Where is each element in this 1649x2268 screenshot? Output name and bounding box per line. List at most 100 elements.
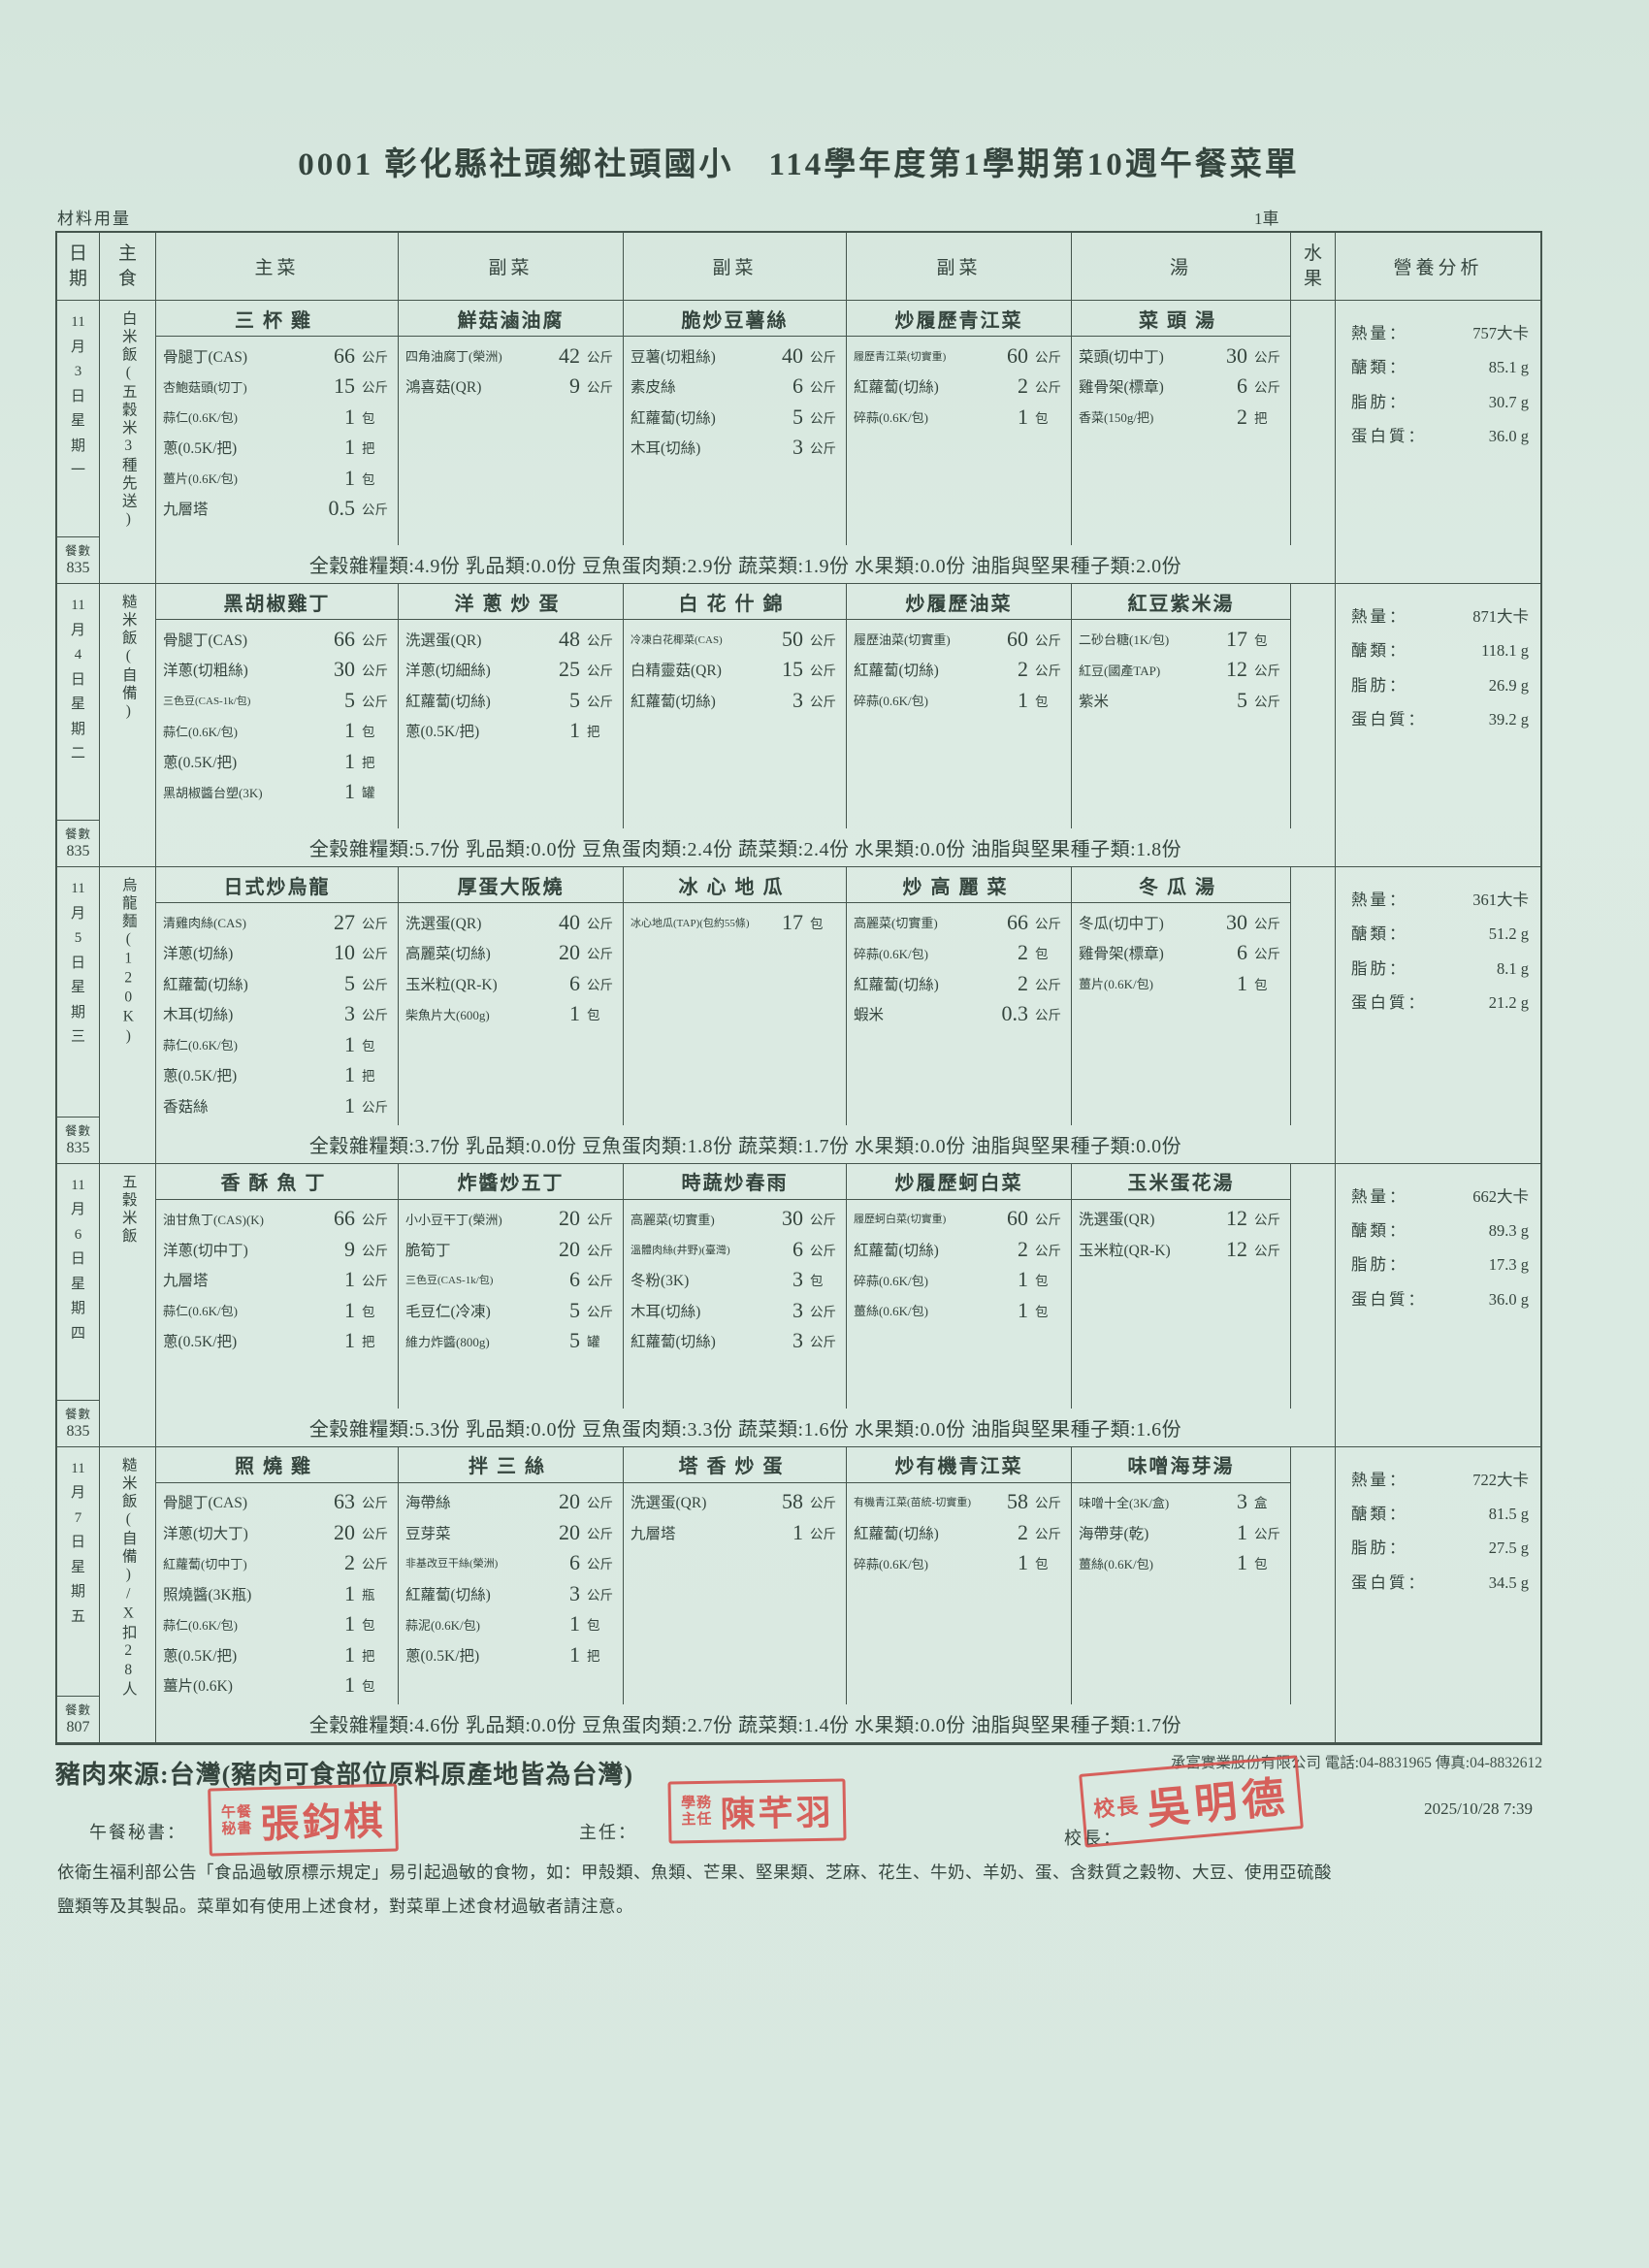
dish-title: 冰心地瓜 <box>624 867 846 903</box>
ingredient-unit: 公斤 <box>810 1526 836 1541</box>
nutrition-value: 34.5 g <box>1488 1572 1529 1592</box>
ingredient-row: 九層塔 0.5 公斤 <box>163 494 394 525</box>
ingredient-row: 冬瓜(切中丁) 30 公斤 <box>1079 907 1286 938</box>
ingredient-quantity: 6 <box>569 1267 580 1292</box>
ingredient-name: 素皮絲 <box>630 379 676 397</box>
secretary-stamp-name: 張鈞棋 <box>260 1798 387 1847</box>
nutrition-value: 871大卡 <box>1472 607 1529 626</box>
ingredient-name: 蒜仁(0.6K/包) <box>163 724 238 739</box>
ingredient-quantity: 42 <box>559 342 580 368</box>
ingredient-name: 高麗菜(切絲) <box>405 946 491 963</box>
col-header-date-label: 日期 <box>68 243 87 289</box>
ingredient-unit: 包 <box>362 1038 375 1053</box>
pork-origin-note: 豬肉來源:台灣(豬肉可食部位原料原產地皆為台灣) <box>55 1761 633 1789</box>
ingredient-row: 薑片(0.6K/包) 1 包 <box>1079 968 1286 999</box>
menu-table: 日期 主食 主菜 副菜 副菜 副菜 湯 水果 營養分析 11月3日星期一 餐數 83… <box>55 231 1542 1745</box>
ingredient-name: 蒜仁(0.6K/包) <box>163 410 238 426</box>
ingredient-row: 碎蒜(0.6K/包) 1 包 <box>854 1265 1067 1296</box>
ingredient-name: 玉米粒(QR-K) <box>1079 1242 1171 1259</box>
ingredient-unit: 公斤 <box>362 502 388 518</box>
date-text: 11月4日星期二 <box>70 598 85 761</box>
ingredient-quantity: 6 <box>792 373 803 399</box>
meal-count-value: 835 <box>66 1139 90 1156</box>
ingredient-name: 蒜泥(0.6K/包) <box>405 1617 480 1633</box>
ingredient-name: 蒜仁(0.6K/包) <box>163 1617 238 1633</box>
ingredient-unit: 公斤 <box>1254 349 1280 365</box>
ingredient-name: 豆芽菜 <box>405 1525 451 1542</box>
ingredient-quantity: 1 <box>344 404 355 429</box>
ingredient-quantity: 40 <box>559 909 580 934</box>
col-header-side-dish-3: 副菜 <box>847 233 1072 301</box>
staple-label: 白米飯(五穀米3種先送) <box>119 310 137 531</box>
dish-title: 白花什錦 <box>624 584 846 620</box>
ingredient-list: 油甘魚丁(CAS)(K) 66 公斤 洋蔥(切中丁) 9 公斤 九層塔 1 公斤 蒜仁(0.6K/… <box>156 1200 398 1361</box>
ingredient-name: 洋蔥(切絲) <box>163 946 234 963</box>
dish-title: 炒履歷青江菜 <box>847 301 1071 337</box>
ingredient-unit: 包 <box>362 725 375 740</box>
ingredient-list: 冬瓜(切中丁) 30 公斤 雞骨架(標章) 6 公斤 薑片(0.6K/包) 1 包 <box>1072 903 1290 1003</box>
ingredient-quantity: 1 <box>344 779 355 804</box>
principal-stamp-role: 校長 <box>1092 1794 1142 1823</box>
ingredient-unit: 公斤 <box>810 349 836 365</box>
nutrition-row: 醣類： 89.3 g <box>1351 1214 1529 1247</box>
nutrition-label: 脂肪： <box>1351 1255 1408 1275</box>
ingredient-row: 紅蘿蔔(切絲) 3 公斤 <box>630 1326 842 1357</box>
ingredient-name: 雞骨架(標章) <box>1079 379 1164 397</box>
ingredient-quantity: 15 <box>782 657 803 682</box>
ingredient-unit: 公斤 <box>587 664 613 679</box>
nutrition-label: 脂肪： <box>1351 675 1408 695</box>
ingredient-list: 履歷青江菜(切實重) 60 公斤 紅蘿蔔(切絲) 2 公斤 碎蒜(0.6K/包) 1 包 <box>847 337 1071 437</box>
ingredient-quantity: 3 <box>792 687 803 712</box>
date-label: 11月4日星期二 <box>57 584 99 820</box>
ingredient-quantity: 2 <box>1237 404 1247 429</box>
dish-title: 炒有機青江菜 <box>847 1447 1071 1483</box>
ingredient-list: 海帶絲 20 公斤 豆芽菜 20 公斤 非基改豆干絲(榮洲) 6 公斤 紅蘿蔔(切絲) 3 公斤 蒜泥(… <box>399 1483 623 1674</box>
ingredient-name: 木耳(切絲) <box>630 1303 701 1320</box>
date-text: 11月6日星期四 <box>70 1177 85 1342</box>
ingredient-row: 碎蒜(0.6K/包) 1 包 <box>854 685 1067 716</box>
ingredient-quantity: 1 <box>344 1641 355 1667</box>
ingredient-row: 蔥(0.5K/把) 1 把 <box>163 1639 394 1670</box>
ingredient-list: 骨腿丁(CAS) 63 公斤 洋蔥(切大丁) 20 公斤 紅蘿蔔(切中丁) 2 公斤 照燒醬(3K… <box>156 1483 398 1705</box>
footer-area: 豬肉來源:台灣(豬肉可食部位原料原產地皆為台灣) 承富實業股份有限公司 電話:0… <box>55 1751 1542 1964</box>
ingredient-quantity: 2 <box>1018 1236 1028 1261</box>
servings-summary: 全穀雜糧類:4.6份 乳品類:0.0份 豆魚蛋肉類:2.7份 蔬菜類:1.4份 … <box>156 1704 1336 1743</box>
ingredient-quantity: 12 <box>1226 657 1247 682</box>
ingredient-quantity: 9 <box>344 1236 355 1261</box>
ingredient-quantity: 30 <box>782 1206 803 1231</box>
ingredient-unit: 公斤 <box>362 380 388 396</box>
col-header-soup: 湯 <box>1072 233 1291 301</box>
ingredient-row: 履歷油菜(切實重) 60 公斤 <box>854 624 1067 655</box>
ingredient-name: 碎蒜(0.6K/包) <box>854 410 928 426</box>
nutrition-row: 熱量： 722大卡 <box>1351 1463 1529 1497</box>
ingredient-list: 骨腿丁(CAS) 66 公斤 杏鮑菇頭(切丁) 15 公斤 蒜仁(0.6K/包) 1 包蔥(0.… <box>156 337 398 528</box>
nutrition-value: 85.1 g <box>1488 358 1529 377</box>
ingredient-row: 有機青江菜(苗統-切實重) 58 公斤 <box>854 1487 1067 1518</box>
ingredient-row: 骨腿丁(CAS) 66 公斤 <box>163 624 394 655</box>
ingredient-row: 蔥(0.5K/把) 1 把 <box>163 1060 394 1091</box>
dish-title: 菜頭湯 <box>1072 301 1290 337</box>
ingredient-row: 木耳(切絲) 3 公斤 <box>630 1295 842 1326</box>
ingredient-row: 九層塔 1 公斤 <box>163 1265 394 1296</box>
ingredient-quantity: 1 <box>1018 404 1028 429</box>
nutrition-cell: 熱量： 361大卡 醣類： 51.2 g 脂肪： 8.1 g 蛋白質： 21.2 g <box>1336 867 1540 1164</box>
ingredient-list: 四角油腐丁(榮洲) 42 公斤 鴻喜菇(QR) 9 公斤 <box>399 337 623 405</box>
ingredient-name: 高麗菜(切實重) <box>630 1212 715 1227</box>
ingredient-quantity: 12 <box>1226 1236 1247 1261</box>
dish-cell: 鮮菇滷油腐 四角油腐丁(榮洲) 42 公斤 鴻喜菇(QR) 9 公斤 <box>399 301 624 545</box>
page-title: 0001 彰化縣社頭鄉社頭國小 114學年度第1學期第10週午餐菜單 <box>298 147 1300 182</box>
nutrition-value: 722大卡 <box>1472 1470 1529 1489</box>
nutrition-row: 醣類： 85.1 g <box>1351 350 1529 384</box>
col-header-main-dish-label: 主菜 <box>254 258 300 278</box>
ingredient-unit: 公斤 <box>810 1335 836 1350</box>
nutrition-label: 脂肪： <box>1351 1539 1408 1558</box>
col-header-main-dish: 主菜 <box>156 233 399 301</box>
ingredient-name: 洗選蛋(QR) <box>1079 1212 1155 1229</box>
nutrition-value: 51.2 g <box>1488 924 1529 944</box>
ingredient-unit: 公斤 <box>362 1008 388 1023</box>
dish-title: 香酥魚丁 <box>156 1164 398 1200</box>
col-header-fruit: 水果 <box>1291 233 1336 301</box>
ingredient-name: 洋蔥(切中丁) <box>163 1242 248 1259</box>
ingredient-row: 蒜仁(0.6K/包) 1 包 <box>163 1295 394 1326</box>
dish-cell: 日式炒烏龍 清雞肉絲(CAS) 27 公斤 洋蔥(切絲) 10 公斤 紅蘿蔔(切絲) 5 公斤 木耳… <box>156 867 399 1125</box>
